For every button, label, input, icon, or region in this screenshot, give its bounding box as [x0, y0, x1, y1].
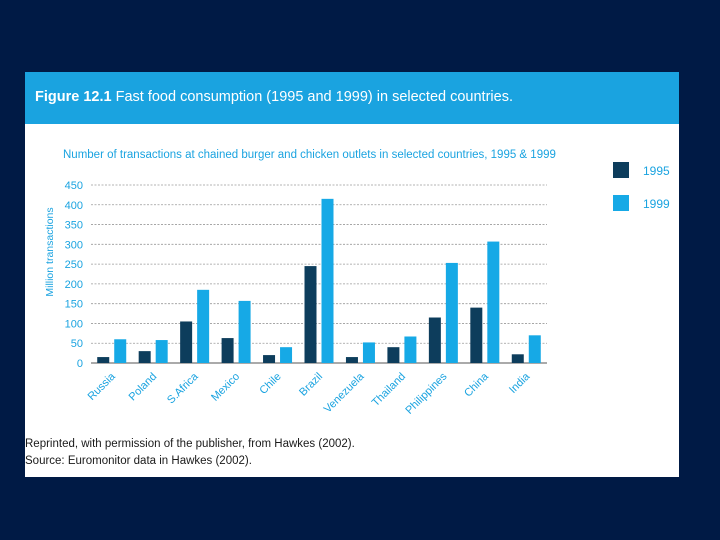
y-tick-label: 450 [65, 180, 83, 192]
y-tick-label: 100 [65, 318, 83, 330]
x-tick-label: Poland [127, 371, 160, 404]
credit-source: Source: Euromonitor data in Hawkes (2002… [25, 455, 252, 467]
bar-1995-chile [263, 355, 276, 363]
x-tick-label: Chile [257, 371, 283, 397]
y-tick-label: 300 [65, 239, 83, 251]
figure-label: Figure 12.1 [35, 89, 112, 105]
bar-1999-safrica [197, 289, 210, 363]
bar-chart: Number of transactions at chained burger… [44, 149, 556, 417]
chart-title: Number of transactions at chained burger… [63, 149, 556, 161]
bar-1995-venezuela [345, 357, 358, 363]
bar-1995-russia [97, 357, 110, 363]
bar-1999-russia [114, 339, 127, 363]
credit-reprinted: Reprinted, with permission of the publis… [25, 438, 355, 450]
bar-1995-india [511, 354, 524, 363]
bar-1995-mexico [221, 338, 234, 363]
x-tick-label: Brazil [297, 371, 325, 399]
bar-1995-china [470, 307, 483, 363]
figure-banner: Figure 12.1 Fast food consumption (1995 … [25, 72, 679, 124]
legend-label-1995: 1995 [643, 164, 670, 178]
figure-caption: Fast food consumption (1995 and 1999) in… [111, 89, 513, 105]
bar-1995-brazil [304, 266, 317, 363]
x-tick-label: Venezuela [322, 370, 367, 415]
figure-title: Figure 12.1 Fast food consumption (1995 … [35, 89, 513, 105]
bar-1999-venezuela [362, 342, 375, 363]
y-tick-label: 250 [65, 259, 83, 271]
y-tick-label: 400 [65, 200, 83, 212]
x-tick-label: Mexico [209, 371, 242, 404]
y-tick-label: 50 [71, 338, 83, 350]
y-tick-label: 350 [65, 220, 83, 232]
x-tick-label: Thailand [370, 371, 408, 409]
bar-1999-thailand [404, 336, 417, 363]
bar-1995-philippines [428, 317, 441, 363]
legend-swatch-1995 [613, 162, 629, 178]
x-tick-label: India [507, 370, 533, 396]
x-tick-label: Russia [86, 370, 119, 403]
bar-1999-poland [155, 340, 168, 363]
bar-1999-chile [280, 347, 293, 363]
bar-1995-poland [138, 351, 151, 363]
y-tick-label: 150 [65, 299, 83, 311]
bar-1999-mexico [238, 300, 251, 363]
figure-card: Figure 12.1 Fast food consumption (1995 … [25, 72, 679, 477]
bar-1995-thailand [387, 347, 400, 363]
x-tick-label: Philippines [403, 370, 449, 416]
bar-1999-philippines [445, 262, 458, 363]
legend-label-1999: 1999 [643, 197, 670, 211]
bar-1995-safrica [180, 321, 193, 363]
bar-1999-china [487, 241, 500, 363]
bar-1999-india [528, 335, 541, 363]
y-axis-label: Million transactions [44, 207, 56, 296]
y-tick-label: 200 [65, 279, 83, 291]
legend-swatch-1999 [613, 195, 629, 211]
y-tick-label: 0 [77, 358, 83, 370]
bar-1999-brazil [321, 198, 334, 363]
x-tick-label: S.Africa [165, 370, 201, 406]
x-tick-label: China [462, 370, 491, 399]
